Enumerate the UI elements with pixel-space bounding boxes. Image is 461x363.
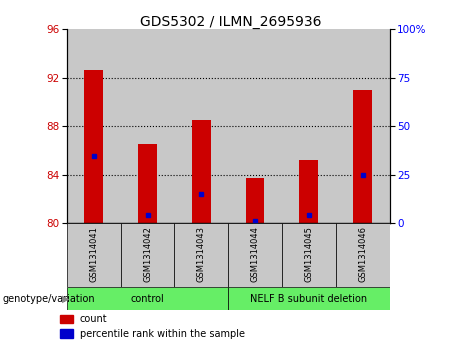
Text: count: count [80, 314, 107, 324]
Text: GSM1314045: GSM1314045 [304, 227, 313, 282]
Text: percentile rank within the sample: percentile rank within the sample [80, 329, 245, 339]
Bar [336, 223, 390, 287]
Bar [282, 29, 336, 223]
Bar [192, 120, 211, 223]
Text: genotype/variation: genotype/variation [2, 294, 95, 303]
Bar [300, 160, 318, 223]
Bar [228, 223, 282, 287]
Text: GSM1314044: GSM1314044 [251, 227, 260, 282]
Bar [138, 144, 157, 223]
Bar [246, 178, 265, 223]
Bar [67, 29, 121, 223]
Text: GSM1314043: GSM1314043 [197, 227, 206, 282]
Bar [282, 223, 336, 287]
Text: GSM1314046: GSM1314046 [358, 227, 367, 282]
Text: GDS5302 / ILMN_2695936: GDS5302 / ILMN_2695936 [140, 15, 321, 29]
Bar [60, 330, 73, 338]
Bar [121, 223, 174, 287]
Text: control: control [130, 294, 165, 303]
Text: GSM1314042: GSM1314042 [143, 227, 152, 282]
Text: NELF B subunit deletion: NELF B subunit deletion [250, 294, 367, 303]
Bar [174, 223, 228, 287]
Text: ▶: ▶ [62, 294, 69, 303]
Text: GSM1314041: GSM1314041 [89, 227, 98, 282]
Bar [353, 90, 372, 223]
Bar [60, 315, 73, 323]
Bar [67, 287, 228, 310]
Bar [228, 29, 282, 223]
Bar [174, 29, 228, 223]
Bar [228, 287, 390, 310]
Bar [84, 70, 103, 223]
Bar [121, 29, 174, 223]
Bar [67, 223, 121, 287]
Bar [336, 29, 390, 223]
